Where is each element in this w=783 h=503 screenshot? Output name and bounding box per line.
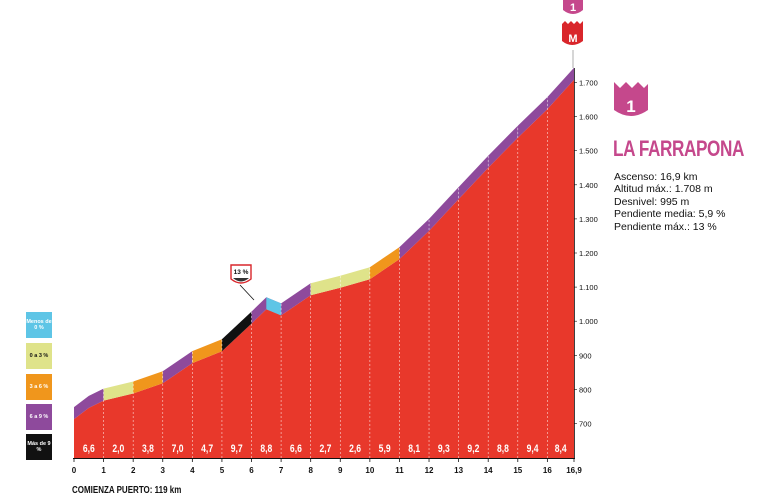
gradient-band-14 <box>488 125 518 168</box>
x-tick-label-16: 16 <box>543 466 552 475</box>
x-tick-label-3: 3 <box>161 466 166 475</box>
gradient-bands <box>74 67 574 420</box>
gradient-band-1 <box>103 381 134 401</box>
gradient-label-0: 6,6 <box>83 443 95 455</box>
x-tick-label-6: 6 <box>249 466 254 475</box>
y-tick-label-10: 1.700 <box>579 79 598 88</box>
gradient-labels: 6,6 2,0 3,8 7,0 4,7 9,7 8,8 6,6 2,7 2,6 5,9 8,1 9,3 9… <box>83 443 567 455</box>
gradient-band-16 <box>547 67 574 110</box>
gradient-label-13: 9,2 <box>467 443 479 455</box>
x-tick-label-17: 16,9 <box>566 466 582 475</box>
y-tick-label-6: 1.300 <box>579 215 598 224</box>
x-tick-label-9: 9 <box>338 466 343 475</box>
stat-max-gradient: Pendiente máx.: 13 % <box>614 220 717 233</box>
y-tick-label-3: 1.000 <box>579 317 598 326</box>
gradient-label-2: 3,8 <box>142 443 154 455</box>
stat-elevation-gain: Desnivel: 995 m <box>614 195 690 208</box>
profile-area <box>74 79 574 458</box>
gradient-band-2 <box>133 371 163 394</box>
x-tick-label-1: 1 <box>101 466 106 475</box>
summit-marker: 1 M <box>562 0 583 68</box>
stat-max-altitude: Altitud máx.: 1.708 m <box>614 183 713 196</box>
gradient-band-11 <box>399 218 430 260</box>
gradient-band-12 <box>429 187 459 231</box>
gradient-label-14: 8,8 <box>497 443 509 455</box>
legend-item-over-9: Más de 9 % <box>26 434 52 460</box>
gradient-label-15: 9,4 <box>527 443 539 455</box>
stat-ascent: Ascenso: 16,9 km <box>614 171 698 183</box>
x-tick-label-2: 2 <box>131 466 136 475</box>
max-gradient-label: 13 % <box>234 269 249 276</box>
y-tick-label-4: 1.100 <box>579 283 598 292</box>
summit-flag-icon <box>562 21 583 45</box>
axes <box>73 68 575 459</box>
gradient-label-6: 8,8 <box>260 443 272 455</box>
gradient-label-16: 8,4 <box>555 443 567 455</box>
gradient-label-7: 6,6 <box>290 443 302 455</box>
gradient-band-4 <box>192 339 222 364</box>
y-tick-label-9: 1.600 <box>579 113 598 122</box>
x-tick-label-10: 10 <box>365 466 374 475</box>
legend-item-0-to-3: 0 a 3 % <box>26 343 52 369</box>
gradient-band-10 <box>369 247 400 280</box>
climb-title: LA FARRAPONA <box>613 136 745 161</box>
x-tick-label-4: 4 <box>190 466 195 475</box>
stat-average-gradient: Pendiente media: 5,9 % <box>614 208 726 221</box>
gradient-label-1: 2,0 <box>112 443 124 455</box>
gradient-label-8: 2,7 <box>320 443 332 455</box>
legend-item-6-to-9: 6 a 9 % <box>26 404 52 430</box>
gradient-label-3: 7,0 <box>172 443 184 455</box>
y-axis-ticks: 700 800 900 1.000 1.100 1.200 1.300 1.400 1.500 1… <box>574 79 598 429</box>
x-axis-ticks: 0 1 2 3 4 5 6 7 8 9 10 11 12 13 14 15 16 16,9 <box>72 458 582 475</box>
gradient-label-12: 9,3 <box>438 443 450 455</box>
x-tick-label-15: 15 <box>513 466 522 475</box>
category-badge: 1 <box>614 82 648 116</box>
climb-start-note: COMIENZA PUERTO: 119 km <box>72 485 182 496</box>
summit-category-number: 1 <box>570 2 576 14</box>
x-tick-label-13: 13 <box>454 466 463 475</box>
segment-dividers <box>103 97 548 458</box>
descent-band <box>266 297 282 316</box>
x-tick-label-7: 7 <box>279 466 284 475</box>
max-gradient-badge: 13 % <box>230 264 255 301</box>
gradient-band-13 <box>458 155 489 200</box>
x-tick-label-14: 14 <box>484 466 493 475</box>
x-tick-label-8: 8 <box>308 466 313 475</box>
summit-category-badge <box>563 0 583 14</box>
climb-stats: Ascenso: 16,9 km Altitud máx.: 1.708 m D… <box>614 171 726 233</box>
gradient-band-0 <box>74 388 104 420</box>
gradient-band-7 <box>281 283 311 316</box>
category-badge-number: 1 <box>626 97 635 116</box>
gradient-band-9 <box>340 267 370 288</box>
summit-flag-label: M <box>568 33 577 45</box>
y-tick-label-7: 1.400 <box>579 181 598 190</box>
y-tick-label-1: 800 <box>579 385 592 394</box>
y-tick-label-8: 1.500 <box>579 147 598 156</box>
gradient-band-3 <box>162 351 193 384</box>
profile-fill <box>74 79 574 458</box>
x-tick-label-0: 0 <box>72 466 77 475</box>
x-tick-label-12: 12 <box>425 466 434 475</box>
gradient-label-9: 2,6 <box>349 443 361 455</box>
gradient-label-5: 9,7 <box>231 443 243 455</box>
legend-item-3-to-6: 3 a 6 % <box>26 374 52 400</box>
y-tick-label-5: 1.200 <box>579 249 598 258</box>
gradient-label-10: 5,9 <box>379 443 391 455</box>
legend-item-below-0: Menos de 0 % <box>26 312 52 338</box>
gradient-band-15 <box>517 97 548 138</box>
gradient-label-11: 8,1 <box>408 443 420 455</box>
y-tick-label-2: 900 <box>579 351 592 360</box>
y-tick-label-0: 700 <box>579 420 592 429</box>
x-tick-label-11: 11 <box>395 466 404 475</box>
gradient-label-4: 4,7 <box>201 443 213 455</box>
gradient-band-5 <box>221 311 252 352</box>
x-tick-label-5: 5 <box>220 466 225 475</box>
gradient-band-8 <box>310 275 341 296</box>
